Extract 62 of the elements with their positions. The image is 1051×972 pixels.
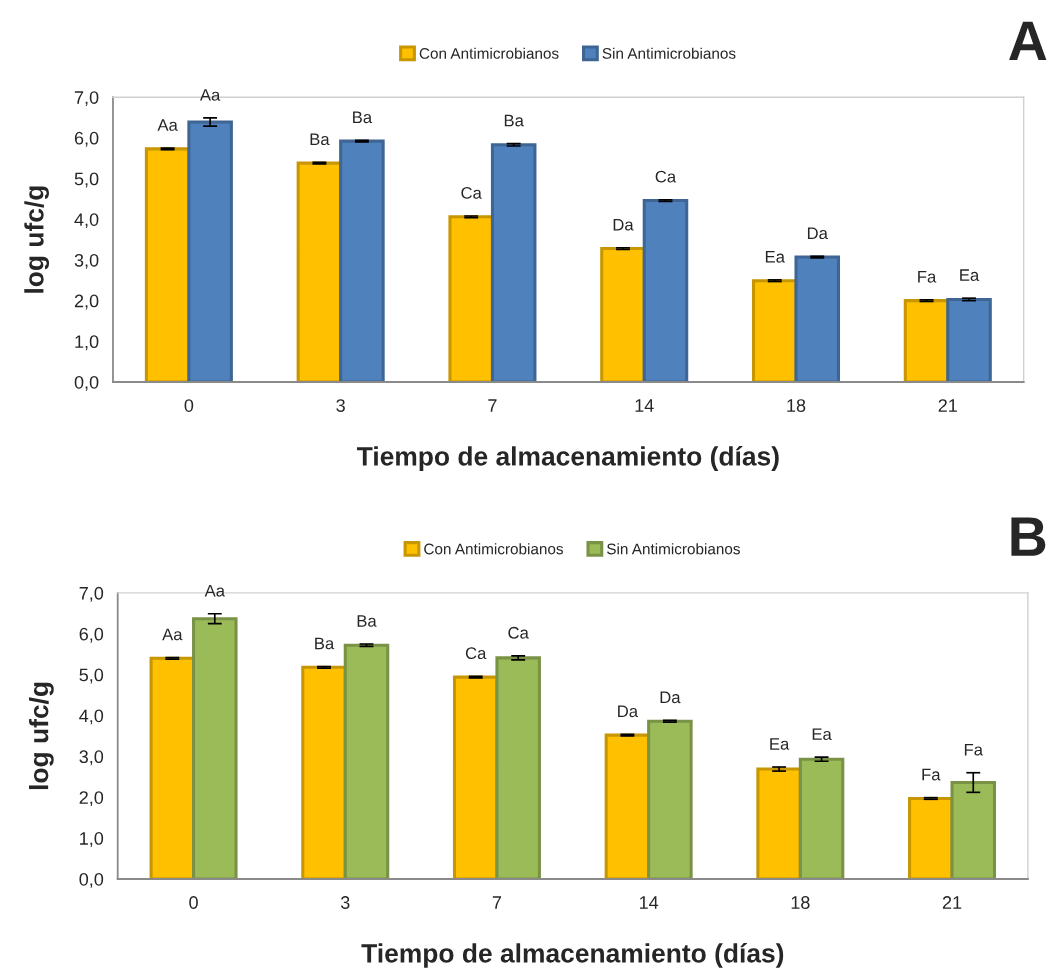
- y-tick-label: 3,0: [74, 253, 99, 269]
- x-tick-label: 7: [492, 896, 502, 909]
- y-tick-label: 5,0: [74, 172, 99, 188]
- data-label: Da: [807, 227, 828, 240]
- x-tick-label: 3: [336, 399, 345, 412]
- data-label: Ba: [315, 637, 335, 650]
- x-tick-label: 21: [938, 399, 957, 412]
- data-label: Ca: [655, 170, 677, 183]
- data-label: Ba: [357, 615, 377, 627]
- y-tick-label: 3,0: [79, 750, 104, 766]
- data-label: Ea: [812, 728, 832, 741]
- x-tick-label: 0: [189, 896, 198, 909]
- data-label: Ca: [465, 647, 487, 660]
- data-label: Fa: [964, 743, 983, 756]
- x-axis-title: Tiempo de almacenamiento (días): [361, 943, 784, 968]
- x-tick-label: 18: [787, 399, 806, 412]
- x-tick-label: 14: [635, 399, 654, 412]
- y-tick-label: 1,0: [75, 335, 99, 351]
- data-label: Ba: [310, 133, 330, 146]
- x-tick-label: 21: [942, 896, 962, 909]
- data-label: Ba: [504, 114, 524, 127]
- data-label: Aa: [157, 119, 178, 131]
- legend-label: Sin Antimicrobianos: [607, 543, 740, 555]
- data-label: Da: [660, 691, 681, 704]
- legend-label: Sin Antimicrobianos: [602, 47, 736, 59]
- data-label: Aa: [199, 89, 221, 101]
- legend-label: Con Antimicrobianos: [419, 47, 559, 59]
- data-label: Ba: [353, 111, 373, 124]
- y-tick-label: 2,0: [79, 791, 104, 807]
- y-tick-label: 6,0: [79, 627, 104, 643]
- data-label: Ea: [765, 251, 785, 263]
- data-label: Ca: [508, 626, 529, 639]
- y-tick-label: 2,0: [74, 294, 99, 310]
- y-tick-label: 1,0: [80, 832, 104, 847]
- data-label: Aa: [162, 628, 183, 641]
- x-tick-label: 0: [184, 399, 194, 412]
- y-tick-label: 4,0: [79, 709, 104, 725]
- y-tick-label: 7,0: [74, 91, 99, 107]
- y-axis-title: log ufc/g: [24, 186, 49, 293]
- x-tick-label: 3: [340, 896, 350, 909]
- data-label: Ca: [461, 187, 482, 199]
- y-tick-label: 4,0: [74, 213, 99, 229]
- data-label: Fa: [922, 768, 941, 781]
- y-tick-label: 0,0: [74, 375, 99, 391]
- text: A: [1009, 21, 1047, 61]
- legend-label: Con Antimicrobianos: [424, 543, 563, 555]
- data-label: Da: [618, 705, 639, 718]
- data-label: Da: [613, 218, 634, 231]
- x-tick-label: 14: [639, 896, 659, 909]
- data-label: Ea: [960, 269, 980, 281]
- y-tick-label: 0,0: [79, 872, 104, 888]
- y-tick-label: 6,0: [74, 131, 99, 147]
- data-label: Ea: [770, 738, 790, 750]
- data-label: Aa: [204, 584, 225, 597]
- x-axis-title: Tiempo de almacenamiento (días): [356, 446, 779, 471]
- y-tick-label: 7,0: [79, 586, 104, 602]
- y-axis-title: log ufc/g: [29, 682, 54, 790]
- x-tick-label: 18: [791, 896, 810, 909]
- data-label: Fa: [918, 271, 937, 283]
- x-tick-label: 7: [488, 399, 497, 412]
- y-tick-label: 5,0: [79, 668, 104, 684]
- text: B: [1011, 517, 1046, 556]
